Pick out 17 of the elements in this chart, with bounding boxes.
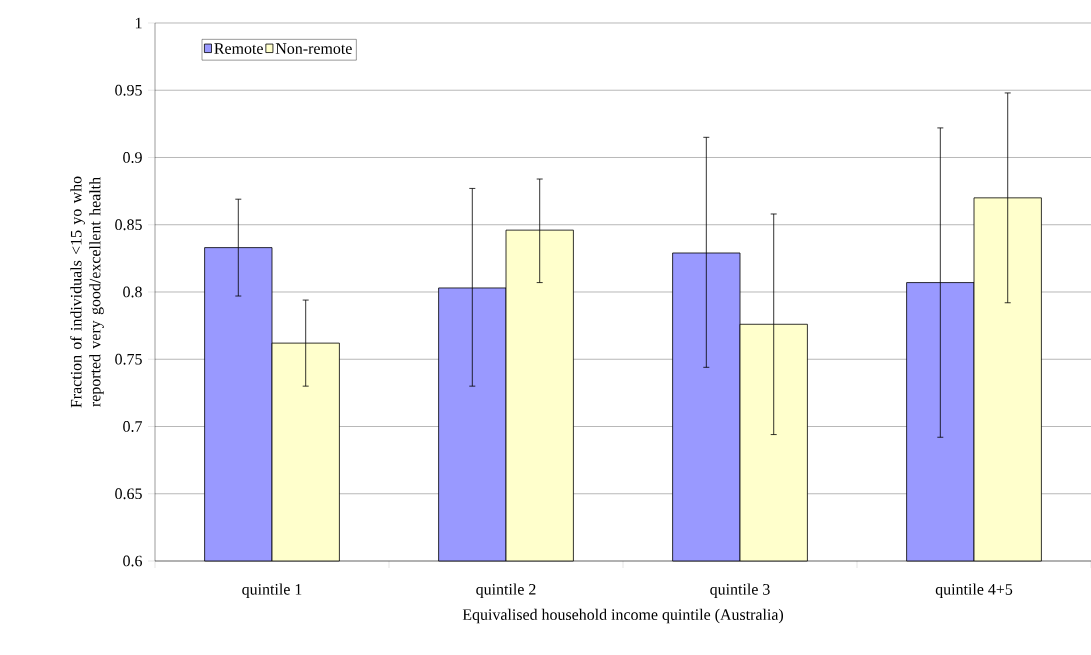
y-tick-label: 1 [135,17,142,29]
x-tick-label: quintile 4+5 [935,583,1013,598]
x-tick-label: quintile 3 [710,583,770,598]
y-tick-label: 0.7 [123,421,143,432]
x-tick-label: quintile 2 [476,583,536,598]
legend-label: Remote [214,43,263,54]
y-tick-label: 0.85 [115,219,142,231]
y-axis-title: Fraction of individuals <15 yo who reported very good/excellent health [70,176,104,408]
y-tick-label: 0.75 [115,353,142,365]
y-tick-label: 0.8 [123,286,142,298]
y-tick-label: 0.6 [123,555,143,567]
x-axis-title: Equivalised household income quintile (Australia) [462,608,784,624]
y-tick-label: 0.95 [115,84,142,96]
y-tick-label: 0.9 [123,152,142,163]
legend-label: Non-remote [275,43,352,54]
x-tick-label: quintile 1 [242,583,302,598]
y-tick-label: 0.65 [115,488,142,500]
